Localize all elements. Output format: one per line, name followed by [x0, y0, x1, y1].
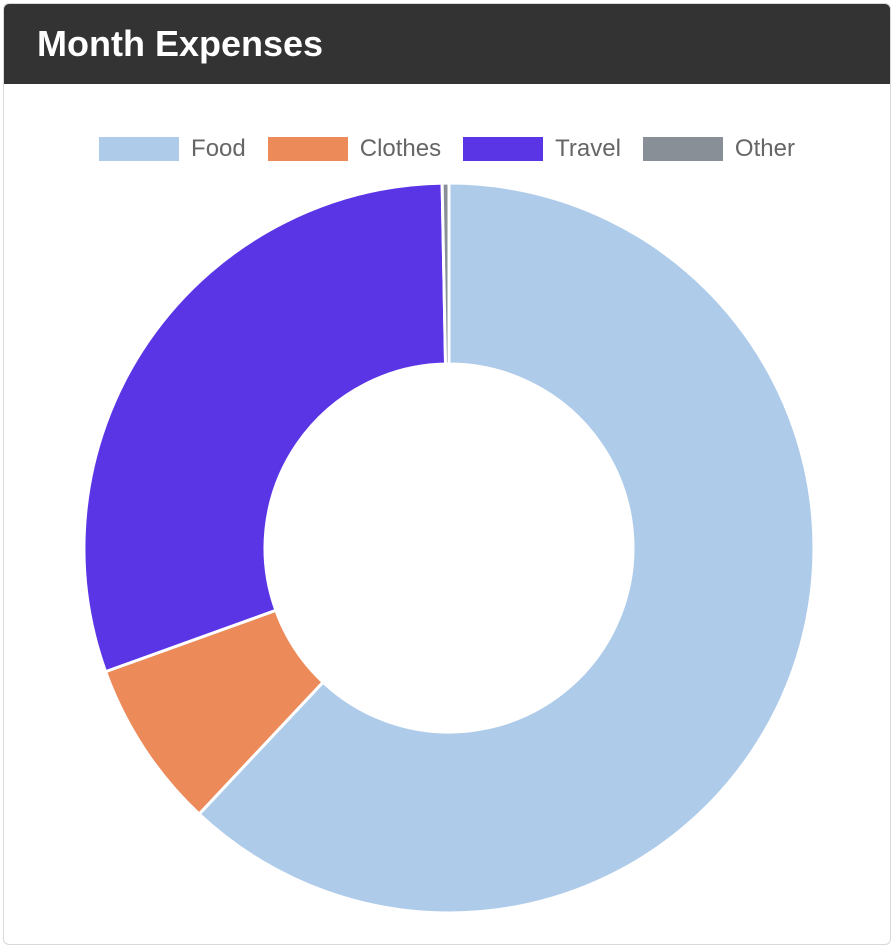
donut-slice-food[interactable]: [197, 181, 816, 915]
legend-item-travel[interactable]: Travel: [463, 137, 621, 161]
donut-chart: [82, 181, 816, 915]
legend-swatch-other: [642, 137, 723, 161]
donut-slice-travel[interactable]: [82, 181, 448, 674]
donut-slice-other[interactable]: [440, 181, 451, 366]
legend-item-food[interactable]: Food: [99, 137, 246, 161]
legend-label-food: Food: [191, 135, 246, 162]
chart-card: Month Expenses Food Clothes Travel Other: [3, 3, 891, 945]
legend-item-other[interactable]: Other: [642, 135, 795, 162]
chart-legend: Food Clothes Travel Other: [4, 132, 890, 166]
card-header: Month Expenses: [4, 4, 890, 84]
legend-swatch-food: [99, 137, 180, 161]
legend-swatch-clothes: [267, 137, 348, 161]
legend-label-other: Other: [734, 135, 795, 162]
legend-label-travel: Travel: [555, 135, 621, 162]
legend-label-clothes: Clothes: [359, 135, 442, 162]
page-title: Month Expenses: [37, 23, 324, 64]
legend-swatch-travel: [463, 137, 544, 161]
legend-item-clothes[interactable]: Clothes: [267, 135, 442, 162]
